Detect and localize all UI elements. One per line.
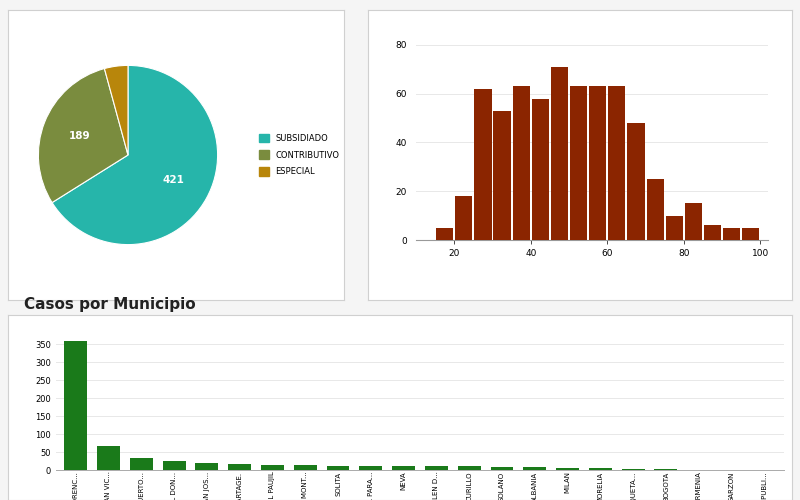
Bar (551, 67, 568, 240)
Bar (294, 466, 317, 470)
Wedge shape (38, 68, 128, 202)
Bar (162, 461, 186, 470)
Wedge shape (52, 66, 218, 244)
Bar (455, 196, 473, 240)
Bar (513, 86, 530, 240)
Bar (494, 110, 510, 240)
Bar (523, 467, 546, 470)
Bar (425, 466, 448, 470)
Bar (742, 228, 759, 240)
Bar (458, 466, 481, 470)
Bar (97, 446, 120, 470)
Bar (608, 86, 626, 240)
Wedge shape (105, 66, 128, 155)
Bar (646, 179, 664, 240)
Bar (64, 342, 87, 470)
Bar (589, 86, 606, 240)
Bar (556, 468, 579, 470)
Bar (570, 86, 587, 240)
Bar (436, 228, 454, 240)
Bar (666, 216, 683, 240)
Bar (392, 466, 415, 470)
Bar (359, 466, 382, 470)
Text: 421: 421 (162, 175, 185, 185)
Bar (622, 469, 645, 470)
Bar (723, 228, 740, 240)
Text: 189: 189 (69, 131, 90, 141)
Bar (490, 467, 514, 470)
Bar (685, 204, 702, 240)
Bar (326, 466, 350, 470)
Bar (228, 464, 251, 470)
Legend: SUBSIDIADO, CONTRIBUTIVO, ESPECIAL: SUBSIDIADO, CONTRIBUTIVO, ESPECIAL (255, 130, 342, 180)
Bar (532, 98, 549, 240)
Bar (474, 89, 491, 240)
Bar (195, 463, 218, 470)
Bar (589, 468, 612, 470)
Bar (627, 123, 645, 240)
Bar (704, 226, 721, 240)
Bar (130, 458, 153, 470)
Text: Casos por Municipio: Casos por Municipio (24, 298, 196, 312)
Bar (261, 466, 284, 470)
